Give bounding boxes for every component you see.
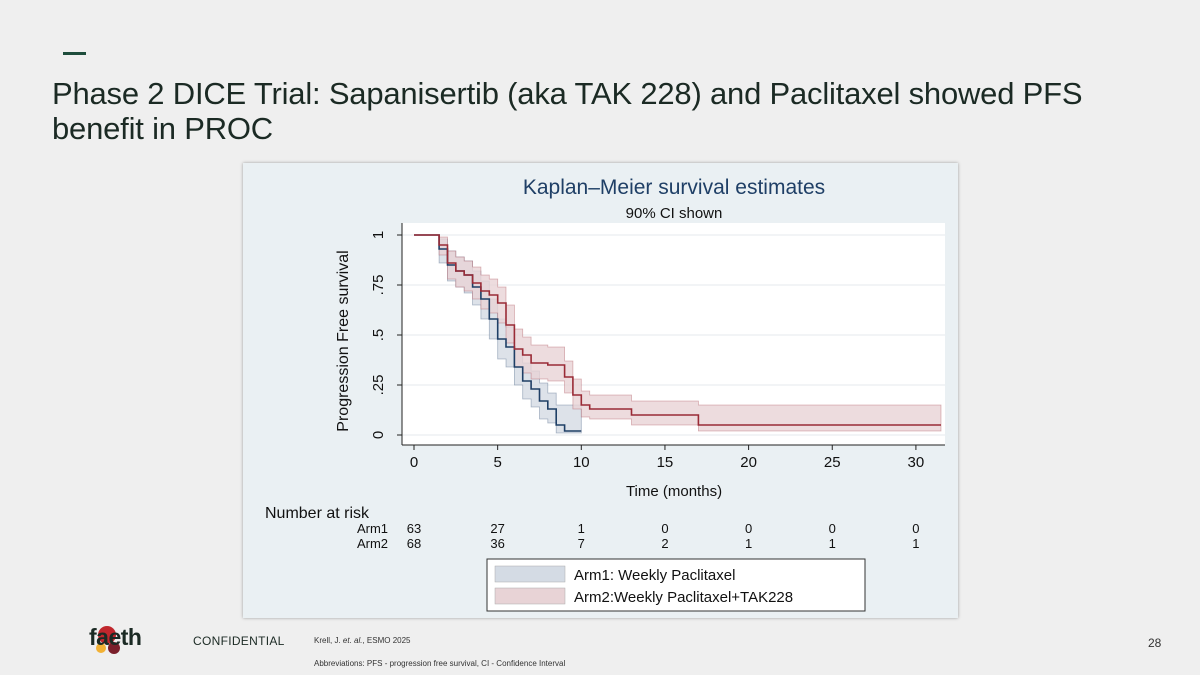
brand-name: faeth [89,624,142,650]
y-tick-label-3: .75 [370,275,387,296]
abbreviations: Abbreviations: PFS - progression free su… [314,659,566,668]
chart-subtitle: 90% CI shown [626,205,723,222]
risk-row-label-arm1: Arm1 [357,521,388,536]
y-tick-label-4: 1 [370,231,387,239]
risk-count-arm1-t30: 0 [912,521,919,536]
x-axis-label: Time (months) [626,483,722,500]
x-tick-label-2: 10 [573,454,590,471]
risk-count-arm1-t15: 0 [661,521,668,536]
citation-suffix: , ESMO 2025 [362,636,411,645]
legend: Arm1: Weekly Paclitaxel Arm2:Weekly Pacl… [486,558,866,612]
risk-count-arm2-t5: 36 [490,536,504,551]
citation: Krell, J. et. al., ESMO 2025 [314,636,411,645]
logo-dot-dark [108,642,120,654]
slide-title: Phase 2 DICE Trial: Sapanisertib (aka TA… [52,76,1083,146]
survival-line-arm2 [414,234,941,426]
legend-swatch-arm2 [494,587,566,605]
y-tick-label-0: 0 [370,431,387,439]
risk-count-arm2-t10: 7 [578,536,585,551]
km-figure: 0.25.5.75 1 0 5 10 15 20 25 30 Kaplan–Meier surv… [243,163,958,618]
risk-count-arm1-t10: 1 [578,521,585,536]
x-tick-label-6: 30 [908,454,925,471]
legend-label-arm2: Arm2:Weekly Paclitaxel+TAK228 [574,589,793,606]
x-tick-label-1: 5 [493,454,501,471]
risk-count-arm1-t0: 63 [407,521,421,536]
risk-count-arm2-t25: 1 [829,536,836,551]
logo-dot-red [98,626,116,644]
risk-count-arm2-t20: 1 [745,536,752,551]
page-number: 28 [1148,636,1162,650]
survival-lines [414,234,941,432]
legend-swatch-arm1 [494,565,566,583]
legend-label-arm1: Arm1: Weekly Paclitaxel [574,567,735,584]
logo-dot-yellow [96,643,106,653]
risk-row-label-arm2: Arm2 [357,536,388,551]
citation-italic: et. al. [342,636,363,645]
risk-count-arm1-t25: 0 [829,521,836,536]
risk-count-arm2-t0: 68 [407,536,421,551]
x-tick-label-3: 15 [657,454,674,471]
risk-table-title: Number at risk [265,505,370,522]
y-tick-label-1: .25 [370,375,387,396]
y-axis-label: Progression Free survival [335,250,352,431]
x-tick-label-0: 0 [410,454,418,471]
chart-title: Kaplan–Meier survival estimates [523,176,825,199]
x-tick-label-4: 20 [740,454,757,471]
faeth-logo-icon [96,626,120,654]
citation-prefix: Krell, J. [314,636,343,645]
risk-count-arm2-t15: 2 [661,536,668,551]
risk-count-arm1-t20: 0 [745,521,752,536]
risk-count-arm1-t5: 27 [490,521,504,536]
x-tick-label-5: 25 [824,454,841,471]
ci-band-arm2 [414,234,942,432]
y-tick-label-2: .5 [370,329,387,342]
title-accent-bar [63,52,86,55]
risk-count-arm2-t30: 1 [912,536,919,551]
survival-line-arm1 [414,234,582,432]
confidential-label: CONFIDENTIAL [193,634,285,648]
